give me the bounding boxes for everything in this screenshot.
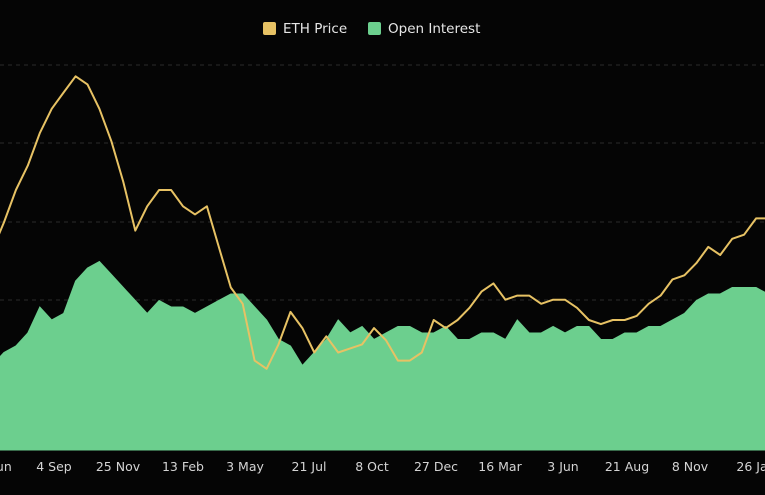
x-axis: Jun 4 Sep 25 Nov 13 Feb 3 May 21 Jul 8 O…: [0, 459, 765, 474]
x-tick-label: 4 Sep: [36, 459, 72, 474]
x-tick-label: 13 Feb: [162, 459, 204, 474]
x-tick-label: 3 Jun: [547, 459, 578, 474]
x-tick-label: 27 Dec: [414, 459, 458, 474]
x-tick-label: Jun: [0, 459, 12, 474]
legend-label-eth-price[interactable]: ETH Price: [283, 21, 347, 37]
x-tick-label: 16 Mar: [478, 459, 522, 474]
legend: ETH Price Open Interest: [263, 21, 480, 37]
x-tick-label: 21 Aug: [605, 459, 649, 474]
eth-price-line: [0, 75, 765, 370]
open-interest-area-path: [0, 260, 765, 451]
x-tick-label: 3 May: [226, 459, 264, 474]
legend-swatch-open-interest[interactable]: [368, 22, 381, 35]
x-tick-label: 21 Jul: [292, 459, 327, 474]
open-interest-area: [0, 260, 765, 451]
x-tick-label: 25 Nov: [96, 459, 141, 474]
eth-price-line-layer: [0, 75, 765, 370]
legend-swatch-eth-price[interactable]: [263, 22, 276, 35]
x-tick-label: 8 Nov: [672, 459, 709, 474]
x-tick-label: 26 Ja: [736, 459, 765, 474]
x-tick-label: 8 Oct: [355, 459, 389, 474]
legend-label-open-interest[interactable]: Open Interest: [388, 21, 480, 37]
